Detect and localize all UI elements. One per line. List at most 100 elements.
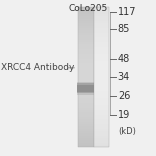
Bar <box>94 73 109 75</box>
Bar <box>78 119 94 122</box>
Bar <box>78 61 94 63</box>
Bar <box>94 115 109 117</box>
Bar <box>94 66 109 68</box>
Bar <box>94 23 109 26</box>
Bar <box>78 82 94 84</box>
Bar <box>94 126 109 129</box>
Bar <box>94 103 109 105</box>
Bar <box>78 122 94 124</box>
Bar <box>94 12 109 14</box>
Bar <box>94 77 109 80</box>
Bar <box>94 136 109 138</box>
Text: 85: 85 <box>118 24 130 34</box>
Bar <box>78 105 94 108</box>
Text: CoLo205: CoLo205 <box>68 4 108 13</box>
Bar <box>94 143 109 145</box>
Text: 48: 48 <box>118 54 130 63</box>
Bar <box>94 35 109 37</box>
Bar <box>94 40 109 42</box>
Bar <box>94 82 109 84</box>
Bar <box>78 124 94 126</box>
Bar <box>94 37 109 40</box>
Bar <box>94 42 109 44</box>
Bar <box>78 12 94 14</box>
Bar <box>78 138 94 140</box>
Bar <box>78 73 94 75</box>
Bar <box>94 105 109 108</box>
Bar <box>78 145 94 147</box>
Bar <box>78 131 94 133</box>
Bar <box>94 7 109 147</box>
Bar <box>78 7 94 9</box>
Bar <box>94 51 109 54</box>
Bar <box>94 70 109 73</box>
Bar <box>78 54 94 56</box>
Bar <box>78 26 94 28</box>
Bar <box>78 112 94 115</box>
Bar <box>78 9 94 12</box>
Text: XRCC4 Antibody: XRCC4 Antibody <box>1 63 74 72</box>
Bar <box>94 54 109 56</box>
Bar <box>78 7 94 147</box>
Bar <box>78 37 94 40</box>
Bar <box>94 133 109 136</box>
Bar <box>94 122 109 124</box>
Bar <box>94 89 109 91</box>
Bar <box>94 7 109 9</box>
Bar <box>78 68 94 70</box>
Text: 34: 34 <box>118 72 130 82</box>
Bar <box>78 42 94 44</box>
Bar <box>78 140 94 143</box>
Bar <box>94 28 109 30</box>
Bar <box>78 66 94 68</box>
Bar <box>94 63 109 66</box>
Bar <box>78 98 94 101</box>
Bar <box>78 84 94 87</box>
Bar <box>94 47 109 49</box>
Bar <box>77 83 94 93</box>
Bar <box>78 33 94 35</box>
Bar <box>94 140 109 143</box>
Bar <box>78 96 94 98</box>
Bar <box>78 75 94 77</box>
Bar <box>78 40 94 42</box>
Bar <box>78 129 94 131</box>
Bar <box>94 112 109 115</box>
Bar <box>78 133 94 136</box>
Bar <box>78 49 94 51</box>
Bar <box>78 51 94 54</box>
Bar <box>94 30 109 33</box>
Bar <box>94 94 109 96</box>
Bar <box>94 87 109 89</box>
Bar <box>94 16 109 19</box>
Bar <box>78 143 94 145</box>
Bar <box>78 101 94 103</box>
Bar <box>94 145 109 147</box>
Bar <box>94 129 109 131</box>
Bar <box>94 14 109 16</box>
Bar <box>78 23 94 26</box>
Bar <box>94 58 109 61</box>
Bar <box>78 110 94 112</box>
Bar <box>94 19 109 21</box>
Bar <box>94 80 109 82</box>
Bar <box>78 77 94 80</box>
Text: (kD): (kD) <box>118 127 136 136</box>
Bar <box>78 115 94 117</box>
Bar <box>78 21 94 23</box>
Text: 117: 117 <box>118 7 136 17</box>
Bar <box>78 87 94 89</box>
Bar <box>94 124 109 126</box>
Bar <box>78 47 94 49</box>
Bar <box>78 58 94 61</box>
Bar <box>78 44 94 47</box>
Bar <box>77 85 94 92</box>
Text: 19: 19 <box>118 110 130 120</box>
Bar <box>94 96 109 98</box>
Bar <box>94 138 109 140</box>
Bar <box>77 81 94 95</box>
Bar <box>94 68 109 70</box>
Text: 26: 26 <box>118 91 130 101</box>
Bar <box>94 110 109 112</box>
Bar <box>78 136 94 138</box>
